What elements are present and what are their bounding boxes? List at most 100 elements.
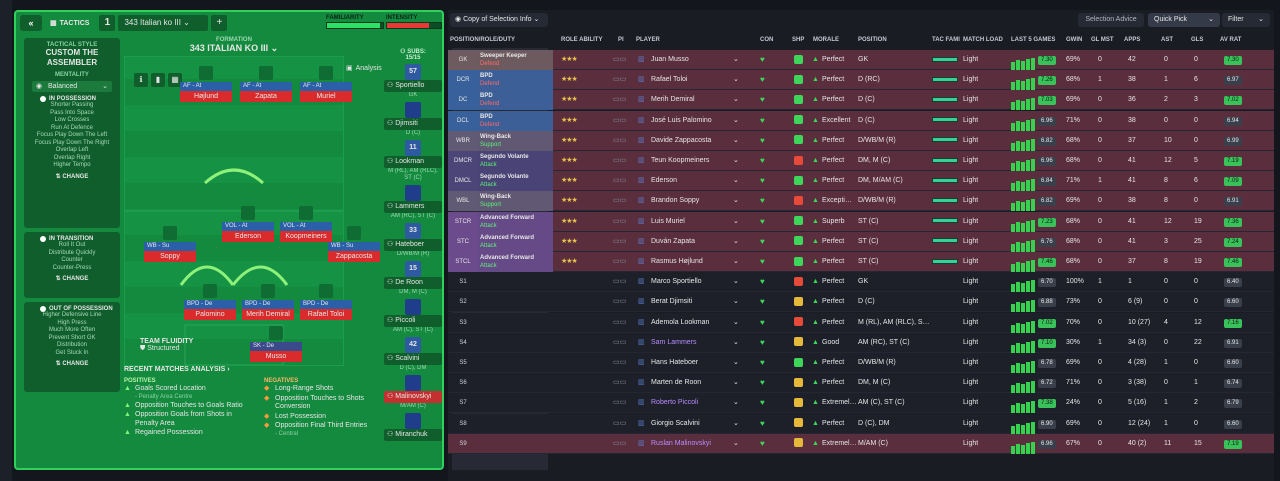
- pitch-icon[interactable]: ▦: [168, 73, 182, 87]
- chevron-down-icon[interactable]: ⌄: [733, 359, 739, 366]
- chevron-down-icon[interactable]: ⌄: [733, 197, 739, 205]
- col-ast[interactable]: AST: [1161, 37, 1173, 43]
- player-name[interactable]: Merih Demiral: [651, 96, 695, 104]
- table-row[interactable]: STC Advanced Forward Attack ★★★ ▭▭ ▥ Duván Zap…: [448, 231, 1274, 252]
- col-apps[interactable]: APPS: [1124, 37, 1141, 43]
- table-row[interactable]: STCL Advanced Forward Attack ★★★ ▭▭ ▥ Rasmus H…: [448, 252, 1274, 272]
- col-pi[interactable]: PI: [618, 37, 624, 43]
- table-row[interactable]: WBR Wing-Back Support ★★★ ▭▭ ▥ Davide Zappacos…: [448, 130, 1274, 151]
- view-selector[interactable]: ◉ Copy of Selection Info ⌄: [450, 13, 548, 27]
- pi-icon[interactable]: ▭▭: [613, 419, 627, 427]
- pi-icon[interactable]: ▭▭: [613, 76, 627, 84]
- chevron-down-icon[interactable]: ⌄: [733, 177, 739, 185]
- table-row[interactable]: S1 ▭▭ ▥ Marco Sportiello ⌄ ♥ ▲ Perfect GK Light 6.…: [448, 272, 1274, 293]
- table-row[interactable]: S2 ▭▭ ▥ Berat Djimsiti ⌄ ♥ ▲ Perfect D (C) Light 6…: [448, 292, 1274, 313]
- sub-player[interactable]: 15 ⚇ De Roon DM, M (C): [384, 261, 442, 296]
- col-shp[interactable]: SHP: [792, 37, 805, 43]
- table-row[interactable]: DMCR Segundo Volante Attack ★★★ ▭▭ ▥ Teun Koop…: [448, 151, 1274, 171]
- change-oop-button[interactable]: ⇅ CHANGE: [55, 361, 89, 367]
- pitch-player[interactable]: WB - Su Zappacosta: [328, 242, 380, 262]
- player-name[interactable]: Hans Hateboer: [651, 359, 699, 366]
- sub-player[interactable]: 42 ⚇ Scalvini D (C), DM: [384, 337, 442, 372]
- player-name[interactable]: Davide Zappacosta: [651, 136, 712, 144]
- chevron-down-icon[interactable]: ⌄: [733, 157, 739, 164]
- sub-player[interactable]: 33 ⚇ Hateboer D/WB/M (R): [384, 223, 442, 258]
- change-possession-button[interactable]: ⇅ CHANGE: [55, 173, 89, 180]
- col-ability[interactable]: ROLE ABILITY: [561, 37, 603, 43]
- pitch-player[interactable]: VOL - At Koopmeiners: [280, 222, 332, 242]
- sub-player[interactable]: ⚇ Miranchuk: [384, 413, 442, 441]
- sub-player[interactable]: ⚇ Malinovskyi M/AM (C): [384, 375, 442, 410]
- col-avrat[interactable]: AV RAT: [1220, 37, 1242, 43]
- col-player[interactable]: PLAYER: [636, 37, 660, 43]
- player-name[interactable]: Ademola Lookman: [651, 318, 710, 326]
- chevron-down-icon[interactable]: ⌄: [733, 298, 739, 306]
- pitch-player[interactable]: AF - At Zapata: [240, 82, 292, 102]
- pi-icon[interactable]: ▭▭: [613, 157, 627, 164]
- role-duty-selector[interactable]: Sweeper Keeper Defend: [478, 50, 553, 70]
- role-duty-selector[interactable]: Advanced Forward Attack: [478, 211, 553, 232]
- col-games[interactable]: LAST 5 GAMES: [1011, 37, 1056, 43]
- chevron-down-icon[interactable]: ⌄: [733, 338, 739, 346]
- player-name[interactable]: Teun Koopmeiners: [651, 157, 710, 164]
- pitch-player[interactable]: SK - De Musso: [250, 342, 302, 362]
- pitch-player[interactable]: AF - At Højlund: [180, 82, 232, 102]
- tactic-name-dropdown[interactable]: 343 Italian ko III ⌄: [118, 15, 209, 31]
- filter-button[interactable]: Filter ⌄: [1222, 13, 1270, 27]
- player-name[interactable]: Juan Musso: [651, 56, 689, 63]
- table-row[interactable]: S8 ▭▭ ▥ Giorgio Scalvini ⌄ ♥ ▲ Perfect D (C), DM…: [448, 413, 1274, 434]
- chevron-down-icon[interactable]: ⌄: [733, 76, 739, 84]
- pi-icon[interactable]: ▭▭: [613, 379, 627, 387]
- player-name[interactable]: Duván Zapata: [651, 237, 695, 245]
- player-name[interactable]: Roberto Piccoli: [651, 399, 699, 407]
- pi-icon[interactable]: ▭▭: [613, 177, 627, 185]
- chevron-down-icon[interactable]: ⌄: [733, 278, 739, 286]
- pitch-player[interactable]: BPD - De Rafael Toloi: [300, 300, 352, 320]
- col-load[interactable]: MATCH LOAD: [963, 37, 1003, 43]
- sub-player[interactable]: ⚇ Djimsiti D (C): [384, 102, 442, 137]
- col-tac[interactable]: TAC FAMI: [932, 37, 960, 43]
- pitch-player[interactable]: BPD - De Palomino: [184, 300, 236, 320]
- player-name[interactable]: Ederson: [651, 177, 678, 185]
- table-row[interactable]: GK Sweeper Keeper Defend ★★★ ▭▭ ▥ Juan Musso ⌄ ♥…: [448, 50, 1274, 70]
- player-name[interactable]: Rafael Toloi: [651, 76, 688, 84]
- role-duty-selector[interactable]: BPD Defend: [478, 110, 553, 131]
- table-row[interactable]: DC BPD Defend ★★★ ▭▭ ▥ Merih Demiral ⌄ ♥ ▲ Perfect…: [448, 90, 1274, 111]
- role-duty-selector[interactable]: Segundo Volante Attack: [478, 151, 553, 171]
- col-glmst[interactable]: GL MST: [1091, 37, 1114, 43]
- tactic-slot-number[interactable]: 1: [99, 15, 116, 31]
- bar-chart-icon[interactable]: ▮: [151, 73, 165, 87]
- sub-player[interactable]: ⚇ Piccoli AM (C), ST (C): [384, 299, 442, 334]
- role-duty-selector[interactable]: Advanced Forward Attack: [478, 231, 553, 252]
- formation-name[interactable]: 343 ITALIAN KO III ⌄: [189, 43, 279, 53]
- player-name[interactable]: José Luis Palomino: [651, 116, 712, 124]
- selection-advice-button[interactable]: Selection Advice: [1078, 13, 1144, 27]
- pitch-player[interactable]: WB - Su Soppy: [144, 242, 196, 262]
- pitch-player[interactable]: BPD - De Merih Demiral: [242, 300, 294, 320]
- player-name[interactable]: Berat Djimsiti: [651, 298, 693, 306]
- role-duty-selector[interactable]: Wing-Back Support: [478, 130, 553, 151]
- table-row[interactable]: S4 ▭▭ ▥ Sam Lammers ⌄ ♥ ▲ Good AM (RC), ST (C) Li…: [448, 332, 1274, 353]
- col-pos[interactable]: POSITION: [858, 37, 887, 43]
- change-transition-button[interactable]: ⇅ CHANGE: [55, 276, 89, 282]
- sub-player[interactable]: ⚇ Lammers AM (RC), ST (C): [384, 185, 442, 220]
- pi-icon[interactable]: ▭▭: [613, 197, 627, 205]
- chevron-down-icon[interactable]: ⌄: [733, 237, 739, 245]
- pi-icon[interactable]: ▭▭: [613, 96, 627, 104]
- sub-player[interactable]: 57 ⚇ Sportiello GK: [384, 64, 442, 99]
- chevron-down-icon[interactable]: ⌄: [733, 56, 739, 63]
- chevron-down-icon[interactable]: ⌄: [733, 258, 739, 265]
- pi-icon[interactable]: ▭▭: [613, 338, 627, 346]
- mentality-dropdown[interactable]: ◉ Balanced ⌄: [32, 81, 112, 92]
- chevron-down-icon[interactable]: ⌄: [733, 116, 739, 124]
- chevron-down-icon[interactable]: ⌄: [733, 379, 739, 387]
- table-row[interactable]: DMCL Segundo Volante Attack ★★★ ▭▭ ▥ Ederson ⌄ ♥…: [448, 171, 1274, 192]
- table-row[interactable]: WBL Wing-Back Support ★★★ ▭▭ ▥ Brandon Soppy ⌄ ♥…: [448, 191, 1274, 212]
- pi-icon[interactable]: ▭▭: [613, 298, 627, 306]
- quick-pick-button[interactable]: Quick Pick ⌄: [1148, 13, 1220, 27]
- recent-matches-heading[interactable]: RECENT MATCHES ANALYSIS ›: [124, 366, 230, 373]
- pitch-player[interactable]: VOL - At Ederson: [222, 222, 274, 242]
- pi-icon[interactable]: ▭▭: [613, 217, 627, 225]
- sub-player[interactable]: 11 ⚇ Lookman M (RL), AM (RLC), ST (C): [384, 140, 442, 182]
- table-row[interactable]: S9 ▭▭ ▥ Ruslan Malinovskyi ⌄ ♥ ▲ Extremel… M/AM …: [448, 433, 1274, 454]
